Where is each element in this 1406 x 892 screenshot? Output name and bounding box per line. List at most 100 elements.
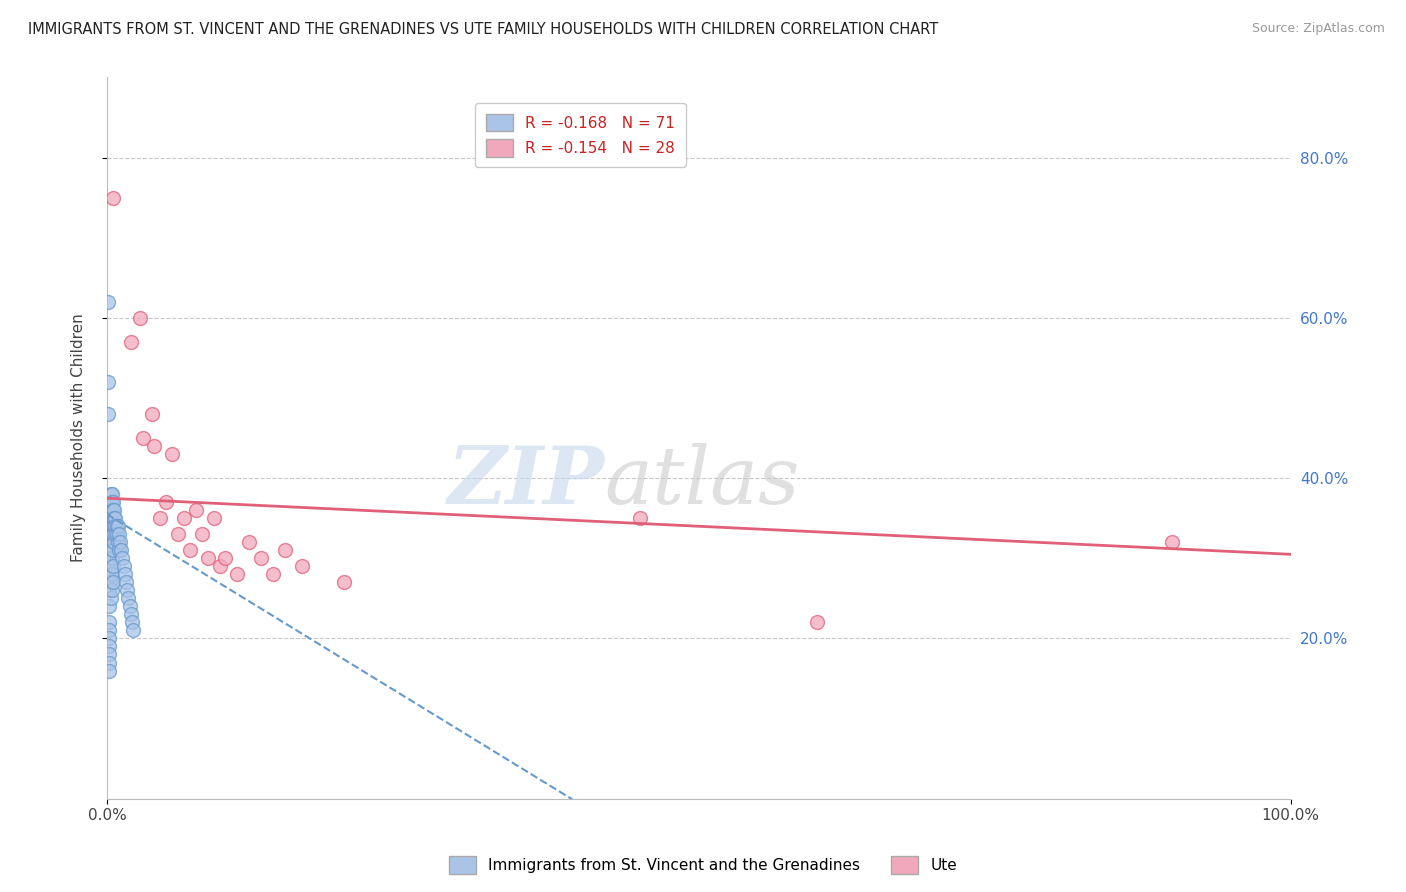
Point xyxy=(98,664,121,678)
Point xyxy=(100,575,122,590)
Point xyxy=(226,567,249,582)
Point xyxy=(100,527,122,541)
Point xyxy=(101,559,124,574)
Point xyxy=(98,656,121,670)
Point xyxy=(108,543,131,558)
Point xyxy=(112,559,135,574)
Point xyxy=(121,615,143,630)
Point xyxy=(98,640,121,654)
Text: IMMIGRANTS FROM ST. VINCENT AND THE GRENADINES VS UTE FAMILY HOUSEHOLDS WITH CHI: IMMIGRANTS FROM ST. VINCENT AND THE GREN… xyxy=(28,22,938,37)
Point xyxy=(250,551,273,566)
Point xyxy=(114,567,136,582)
Point xyxy=(101,503,124,517)
Point xyxy=(197,551,219,566)
Text: Source: ZipAtlas.com: Source: ZipAtlas.com xyxy=(1251,22,1385,36)
Point xyxy=(105,527,128,541)
Point xyxy=(103,535,125,549)
Point xyxy=(101,543,124,558)
Point xyxy=(101,583,124,598)
Point xyxy=(101,487,124,501)
Point xyxy=(122,624,145,638)
Point xyxy=(190,527,212,541)
Point xyxy=(98,575,121,590)
Point xyxy=(108,527,131,541)
Point xyxy=(115,583,138,598)
Point xyxy=(101,511,124,525)
Point xyxy=(628,511,651,525)
Point xyxy=(98,551,121,566)
Point xyxy=(1161,535,1184,549)
Point xyxy=(173,511,195,525)
Point xyxy=(155,495,177,509)
Point xyxy=(98,615,121,630)
Point xyxy=(141,407,163,421)
Point xyxy=(101,575,124,590)
Point xyxy=(208,559,231,574)
Point xyxy=(120,607,142,622)
Point xyxy=(117,591,139,606)
Point xyxy=(98,632,121,646)
Point xyxy=(103,519,125,533)
Point xyxy=(101,191,124,205)
Point xyxy=(111,551,134,566)
Point xyxy=(101,519,124,533)
Point xyxy=(110,543,132,558)
Point xyxy=(101,543,124,558)
Point xyxy=(100,559,122,574)
Point xyxy=(149,511,172,525)
Point xyxy=(100,511,122,525)
Point xyxy=(115,575,138,590)
Point xyxy=(143,439,166,453)
Point xyxy=(101,503,124,517)
Point xyxy=(101,495,124,509)
Point xyxy=(100,551,122,566)
Point xyxy=(98,567,121,582)
Point xyxy=(104,527,127,541)
Point xyxy=(214,551,236,566)
Point xyxy=(273,543,295,558)
Point xyxy=(104,511,127,525)
Point xyxy=(103,503,125,517)
Point xyxy=(101,519,124,533)
Text: ZIP: ZIP xyxy=(447,442,605,520)
Point xyxy=(101,527,124,541)
Point xyxy=(97,375,120,389)
Point xyxy=(98,583,121,598)
Point xyxy=(806,615,828,630)
Point xyxy=(107,535,129,549)
Point xyxy=(103,511,125,525)
Point xyxy=(100,543,122,558)
Point xyxy=(101,511,124,525)
Point xyxy=(262,567,284,582)
Point xyxy=(97,407,120,421)
Point xyxy=(179,543,201,558)
Point xyxy=(104,519,127,533)
Point xyxy=(107,519,129,533)
Point xyxy=(184,503,207,517)
Text: atlas: atlas xyxy=(605,442,800,520)
Point xyxy=(118,599,141,614)
Point xyxy=(98,503,121,517)
Legend: R = -0.168   N = 71, R = -0.154   N = 28: R = -0.168 N = 71, R = -0.154 N = 28 xyxy=(475,103,686,168)
Point xyxy=(101,567,124,582)
Point xyxy=(100,591,122,606)
Point xyxy=(97,294,120,309)
Point xyxy=(120,334,142,349)
Point xyxy=(108,535,131,549)
Point xyxy=(238,535,260,549)
Point xyxy=(98,624,121,638)
Point xyxy=(333,575,356,590)
Point xyxy=(100,495,122,509)
Point xyxy=(98,648,121,662)
Point xyxy=(160,447,183,461)
Point xyxy=(101,551,124,566)
Point xyxy=(101,495,124,509)
Point xyxy=(167,527,190,541)
Point xyxy=(101,527,124,541)
Point xyxy=(100,567,122,582)
Point xyxy=(98,535,121,549)
Legend: Immigrants from St. Vincent and the Grenadines, Ute: Immigrants from St. Vincent and the Gren… xyxy=(443,850,963,880)
Point xyxy=(202,511,225,525)
Point xyxy=(129,310,152,325)
Point xyxy=(98,519,121,533)
